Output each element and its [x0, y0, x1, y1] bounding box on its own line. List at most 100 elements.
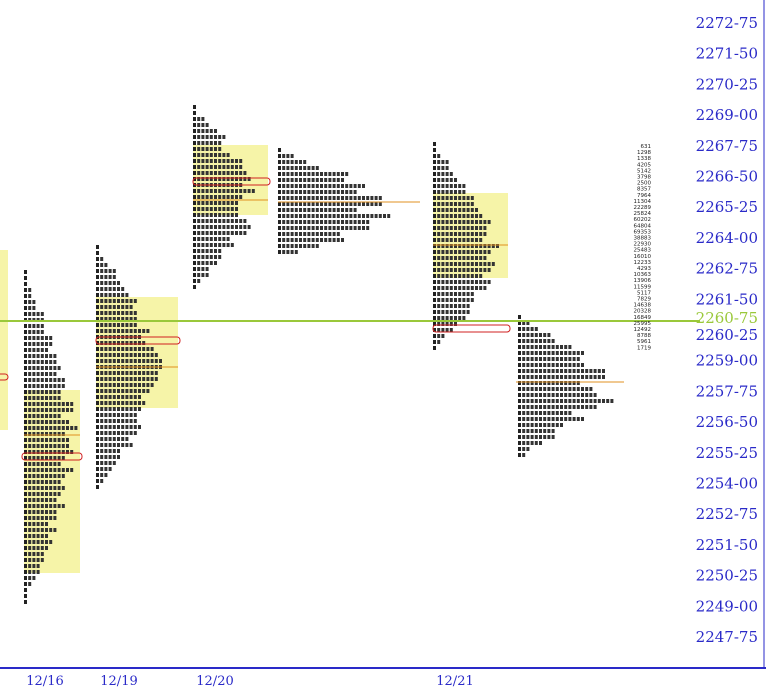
tpo-letter — [193, 231, 196, 235]
tpo-letter — [226, 225, 230, 229]
tpo-letter — [454, 316, 457, 320]
tpo-letter — [197, 165, 201, 169]
tpo-letter — [146, 353, 150, 357]
tpo-letter — [36, 384, 40, 388]
tpo-letter — [462, 226, 466, 230]
tpo-letter — [61, 384, 65, 388]
tpo-letter — [96, 251, 99, 255]
tpo-letter — [125, 419, 129, 423]
tpo-letter — [49, 480, 53, 484]
tpo-letter — [45, 474, 48, 478]
tpo-letter — [209, 219, 213, 223]
tpo-letter — [286, 220, 290, 224]
tpo-letter — [201, 273, 205, 277]
tpo-letter — [61, 468, 65, 472]
tpo-letter — [307, 178, 311, 182]
tpo-letter — [576, 417, 580, 421]
tpo-letter — [470, 250, 474, 254]
poc-box — [0, 373, 9, 381]
tpo-letter — [214, 147, 217, 151]
tpo-letter — [290, 244, 294, 248]
tpo-letter — [278, 172, 281, 176]
tpo-letter — [209, 147, 213, 151]
tpo-letter — [104, 425, 108, 429]
tpo-letter — [121, 341, 125, 345]
tpo-letter — [193, 141, 196, 145]
tpo-letter — [466, 238, 470, 242]
tpo-letter — [214, 207, 217, 211]
tpo-letter — [286, 196, 290, 200]
tpo-letter — [458, 226, 462, 230]
tpo-letter — [40, 342, 44, 346]
tpo-letter — [445, 268, 449, 272]
tpo-letter — [138, 377, 141, 381]
tpo-letter — [539, 357, 542, 361]
tpo-letter — [433, 268, 436, 272]
tpo-letter — [336, 208, 340, 212]
tpo-letter — [197, 189, 201, 193]
x-tick-label: 12/19 — [100, 674, 137, 689]
tpo-letter — [112, 437, 116, 441]
tpo-letter — [437, 190, 441, 194]
volume-value: 25483 — [634, 248, 652, 254]
tpo-letter — [112, 305, 116, 309]
tpo-letter — [32, 438, 36, 442]
tpo-letter — [193, 135, 196, 139]
tpo-letter — [290, 232, 294, 236]
tpo-letter — [108, 461, 112, 465]
tpo-letter — [487, 262, 491, 266]
tpo-letter — [320, 190, 323, 194]
tpo-letter — [96, 245, 99, 249]
tpo-letter — [112, 299, 116, 303]
tpo-letter — [299, 190, 302, 194]
tpo-letter — [193, 267, 196, 271]
tpo-letter — [311, 208, 315, 212]
tpo-letter — [205, 141, 209, 145]
tpo-letter — [32, 336, 36, 340]
tpo-letter — [441, 316, 445, 320]
tpo-letter — [193, 159, 196, 163]
tpo-letter — [100, 323, 104, 327]
tpo-letter — [36, 540, 40, 544]
tpo-letter — [585, 393, 589, 397]
tpo-letter — [28, 432, 32, 436]
tpo-letter — [555, 375, 559, 379]
tpo-letter — [209, 195, 213, 199]
tpo-letter — [290, 238, 294, 242]
tpo-letter — [193, 147, 196, 151]
tpo-letter — [543, 381, 547, 385]
tpo-letter — [32, 474, 36, 478]
volume-value: 1338 — [637, 156, 651, 162]
tpo-letter — [40, 558, 44, 562]
tpo-letter — [564, 363, 568, 367]
tpo-letter — [197, 207, 201, 211]
tpo-letter — [315, 208, 319, 212]
tpo-letter — [518, 417, 521, 421]
tpo-letter — [370, 214, 374, 218]
tpo-letter — [36, 336, 40, 340]
tpo-letter — [104, 413, 108, 417]
y-tick-label: 2251-50 — [696, 536, 758, 554]
tpo-letter — [36, 408, 40, 412]
tpo-letter — [121, 359, 125, 363]
tpo-letter — [466, 250, 470, 254]
tpo-letter — [454, 286, 457, 290]
volume-value: 5117 — [637, 290, 651, 296]
tpo-letter — [193, 201, 196, 205]
tpo-letter — [230, 213, 234, 217]
tpo-letter — [581, 369, 584, 373]
tpo-letter — [226, 153, 230, 157]
tpo-letter — [462, 256, 466, 260]
tpo-letter — [201, 165, 205, 169]
tpo-letter — [243, 177, 247, 181]
tpo-letter — [45, 486, 48, 490]
volume-value: 8357 — [637, 187, 651, 193]
volume-value: 4205 — [637, 162, 651, 168]
tpo-letter — [214, 249, 217, 253]
tpo-letter — [543, 351, 547, 355]
tpo-letter — [40, 312, 44, 316]
tpo-letter — [353, 190, 357, 194]
volume-value: 1719 — [637, 345, 651, 351]
tpo-letter — [555, 399, 559, 403]
